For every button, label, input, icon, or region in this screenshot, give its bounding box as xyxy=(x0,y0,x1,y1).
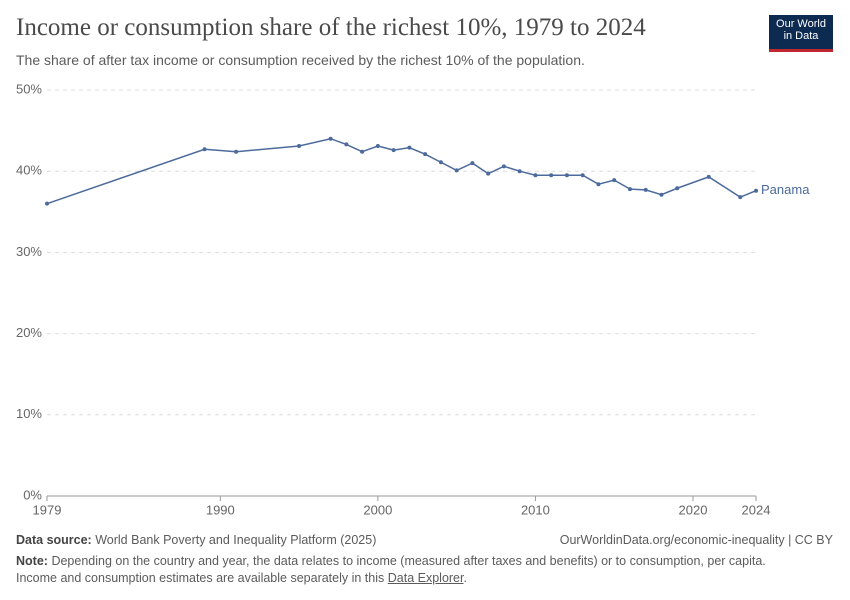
y-tick-label: 50% xyxy=(16,81,42,96)
data-point xyxy=(564,173,569,178)
data-point xyxy=(454,168,459,173)
data-point xyxy=(234,149,239,154)
data-point xyxy=(596,182,601,187)
data-point xyxy=(533,173,538,178)
data-point xyxy=(486,171,491,176)
chart-title: Income or consumption share of the riche… xyxy=(16,14,646,41)
x-tick-label: 1990 xyxy=(206,502,235,517)
source-text: World Bank Poverty and Inequality Platfo… xyxy=(95,533,377,547)
logo-text: in Data xyxy=(783,30,819,42)
x-tick-label: 2024 xyxy=(742,502,771,517)
logo[interactable]: Our World in Data xyxy=(769,15,833,52)
data-point xyxy=(754,188,758,193)
data-point xyxy=(360,149,365,154)
y-tick-label: 0% xyxy=(23,487,42,502)
note: Note: Depending on the country and year,… xyxy=(16,553,766,587)
y-tick-label: 30% xyxy=(16,244,42,259)
data-point xyxy=(45,201,49,206)
data-point xyxy=(202,147,207,152)
data-point xyxy=(344,142,349,147)
data-point xyxy=(580,173,585,178)
note-text: Depending on the country and year, the d… xyxy=(51,554,766,568)
data-point xyxy=(706,174,711,179)
data-point xyxy=(407,145,412,150)
note-text: Income and consumption estimates are ava… xyxy=(16,571,385,585)
data-point xyxy=(612,178,617,183)
note-text: . xyxy=(463,571,467,585)
data-point xyxy=(517,169,522,174)
data-point xyxy=(297,144,302,149)
x-tick-label: 2020 xyxy=(679,502,708,517)
data-point xyxy=(423,152,428,157)
x-tick-label: 2000 xyxy=(363,502,392,517)
x-tick-label: 2010 xyxy=(521,502,550,517)
data-point xyxy=(643,187,648,192)
x-tick-label: 1979 xyxy=(33,502,62,517)
url[interactable]: OurWorldinData.org/economic-inequality |… xyxy=(559,533,833,547)
chart: 0% 10% 20% 30% 40% 50% 1979 1990 2000 2010 2020 202… xyxy=(16,81,810,517)
data-point xyxy=(549,173,554,178)
series-line xyxy=(46,137,757,205)
data-point xyxy=(659,192,664,197)
data-point xyxy=(470,161,475,166)
chart-subtitle: The share of after tax income or consump… xyxy=(16,52,585,68)
source: Data source: World Bank Poverty and Ineq… xyxy=(16,533,376,547)
note-label: Note: xyxy=(16,554,48,568)
data-point xyxy=(675,186,680,191)
source-label: Data source: xyxy=(16,533,92,547)
data-point xyxy=(627,187,632,192)
data-point xyxy=(501,164,506,169)
data-point xyxy=(328,136,333,141)
y-tick-label: 10% xyxy=(16,406,42,421)
data-point xyxy=(738,195,743,200)
data-point xyxy=(391,148,396,153)
data-point xyxy=(375,144,380,149)
series-label: Panama xyxy=(761,182,810,197)
y-tick-label: 40% xyxy=(16,163,42,178)
y-tick-label: 20% xyxy=(16,325,42,340)
data-point xyxy=(438,160,443,165)
note-link[interactable]: Data Explorer xyxy=(387,571,464,585)
logo-text: Our World xyxy=(776,18,826,30)
